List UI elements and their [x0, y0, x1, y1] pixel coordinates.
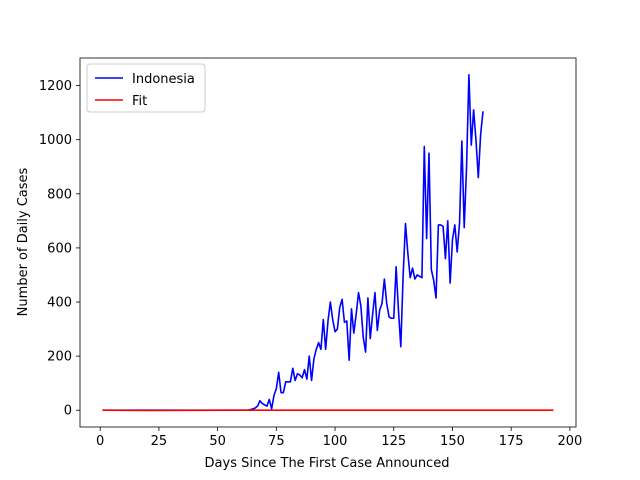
plot-frame [79, 57, 577, 428]
x-tick-label: 100 [323, 434, 348, 449]
legend-label: Indonesia [132, 72, 195, 87]
y-tick-label: 400 [47, 296, 72, 311]
x-tick-label: 200 [557, 434, 582, 449]
y-tick-label: 200 [47, 350, 72, 365]
y-axis-label: Number of Daily Cases [16, 167, 31, 316]
y-tick-label: 0 [64, 404, 72, 419]
series-line-indonesia [102, 73, 484, 412]
legend-label: Fit [132, 94, 147, 109]
y-tick-label: 600 [47, 241, 72, 256]
x-axis-label: Days Since The First Case Announced [205, 456, 450, 471]
y-tick-label: 1200 [39, 79, 72, 94]
y-tick-label: 1000 [39, 133, 72, 148]
axes-layer: 0 25 50 75 100 125 150 175 200 0 200 400 600 800 1000 1… [39, 57, 582, 449]
x-tick-label: 150 [440, 434, 465, 449]
x-tick-label: 0 [96, 434, 104, 449]
x-tick-label: 125 [381, 434, 406, 449]
x-tick-label: 25 [151, 434, 168, 449]
legend: Indonesia Fit [86, 63, 206, 113]
y-tick-label: 800 [47, 187, 72, 202]
x-tick-label: 50 [209, 434, 226, 449]
x-tick-label: 175 [499, 434, 524, 449]
x-tick-label: 75 [268, 434, 285, 449]
series-layer [102, 73, 554, 412]
